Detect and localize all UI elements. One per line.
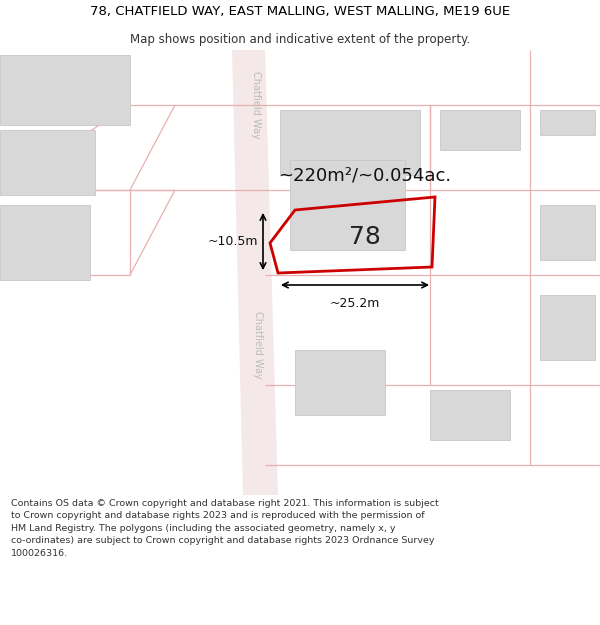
Text: 78: 78 xyxy=(349,225,381,249)
Bar xyxy=(280,110,420,175)
Bar xyxy=(290,160,405,250)
Text: Chatfield Way: Chatfield Way xyxy=(251,71,261,139)
Bar xyxy=(540,110,595,135)
Text: 78, CHATFIELD WAY, EAST MALLING, WEST MALLING, ME19 6UE: 78, CHATFIELD WAY, EAST MALLING, WEST MA… xyxy=(90,4,510,18)
Text: Chatfield Way: Chatfield Way xyxy=(253,311,263,379)
Text: Contains OS data © Crown copyright and database right 2021. This information is : Contains OS data © Crown copyright and d… xyxy=(11,499,439,558)
Bar xyxy=(295,350,385,415)
Bar xyxy=(0,130,95,195)
Text: ~220m²/~0.054ac.: ~220m²/~0.054ac. xyxy=(278,166,452,184)
Polygon shape xyxy=(232,50,278,495)
Text: ~25.2m: ~25.2m xyxy=(330,297,380,310)
Bar xyxy=(540,205,595,260)
Bar xyxy=(0,205,90,280)
Bar xyxy=(540,295,595,360)
Bar xyxy=(0,55,130,125)
Text: ~10.5m: ~10.5m xyxy=(208,235,258,248)
Text: Map shows position and indicative extent of the property.: Map shows position and indicative extent… xyxy=(130,32,470,46)
Bar xyxy=(430,390,510,440)
Bar xyxy=(440,110,520,150)
